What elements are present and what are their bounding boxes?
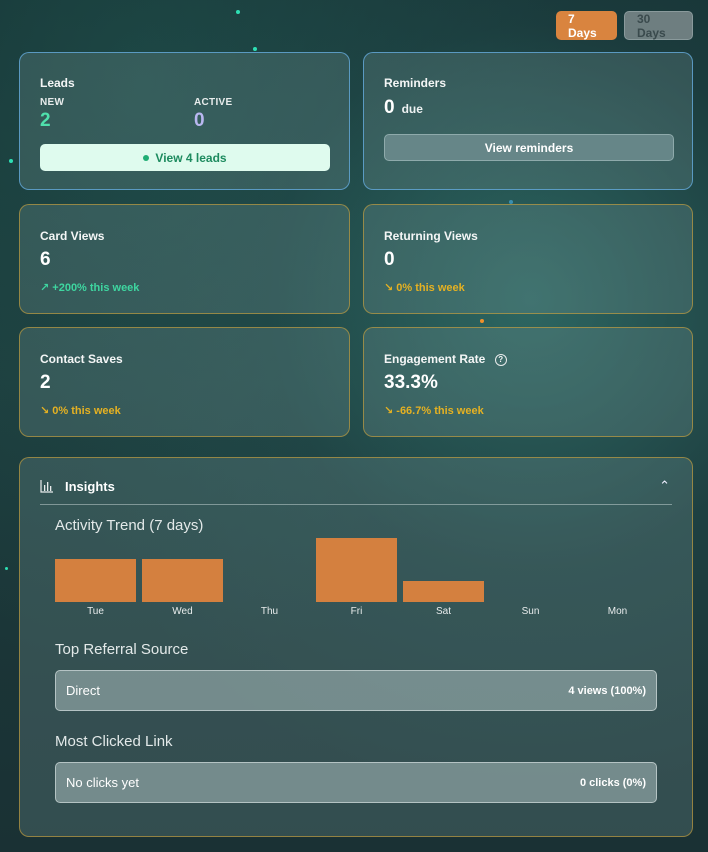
chart-bar-wed [142, 559, 223, 602]
contact-saves-card: Contact Saves 2 ↘ 0% this week [19, 327, 350, 437]
trend-down-icon: ↘ [384, 282, 394, 294]
card-views-trend: ↗ +200% this week [40, 281, 139, 294]
top-referral-row: Direct 4 views (100%) [55, 670, 657, 711]
trend-up-icon: ↗ [40, 282, 50, 294]
leads-new-label: NEW [40, 97, 65, 108]
clicked-link-name: No clicks yet [66, 775, 139, 790]
clicked-link-value: 0 clicks (0%) [579, 776, 646, 789]
insights-header[interactable]: Insights ⌃ [40, 478, 672, 505]
leads-new-value: 2 [40, 110, 51, 131]
card-views-title: Card Views [40, 229, 105, 243]
contact-saves-trend-text: 0% this week [52, 405, 121, 417]
card-views-trend-text: +200% this week [52, 282, 140, 294]
returning-views-title: Returning Views [384, 229, 478, 243]
chart-tick-label: Sat [435, 606, 451, 617]
activity-chart [55, 538, 665, 602]
chart-tick-label: Wed [172, 606, 193, 617]
decorative-dot [5, 567, 8, 570]
chart-tick-label: Thu [260, 606, 279, 617]
decorative-dot [236, 10, 240, 14]
insights-panel: Insights ⌃ Activity Trend (7 days) Tue We… [19, 457, 693, 837]
trend-down-icon: ↘ [384, 405, 394, 417]
engagement-rate-title-row: Engagement Rate ? [384, 352, 507, 366]
chart-tick-label: Fri [350, 606, 363, 617]
most-clicked-row: No clicks yet 0 clicks (0%) [55, 762, 657, 803]
returning-views-card: Returning Views 0 ↘ 0% this week [363, 204, 693, 314]
contact-saves-value: 2 [40, 372, 51, 393]
reminders-value: 0 [384, 97, 395, 118]
engagement-rate-title: Engagement Rate [384, 352, 486, 366]
top-referral-title: Top Referral Source [55, 641, 189, 658]
returning-views-trend: ↘ 0% this week [384, 281, 465, 294]
returning-views-value: 0 [384, 249, 395, 270]
returning-views-trend-text: 0% this week [396, 282, 465, 294]
help-icon[interactable]: ? [494, 353, 507, 366]
chart-bar-fri [316, 538, 397, 602]
reminders-title: Reminders [384, 76, 447, 90]
chart-tick-label: Sun [521, 606, 540, 617]
decorative-dot [9, 159, 13, 163]
reminders-count: 0 due [384, 97, 423, 119]
referral-source-value: 4 views (100%) [568, 684, 646, 697]
decorative-dot [253, 47, 257, 51]
engagement-rate-trend: ↘ -66.7% this week [384, 404, 484, 417]
activity-trend-title: Activity Trend (7 days) [55, 517, 204, 534]
view-reminders-button[interactable]: View reminders [384, 134, 674, 161]
reminders-card: Reminders 0 due View reminders [363, 52, 693, 190]
view-leads-button[interactable]: View 4 leads [40, 144, 330, 171]
leads-active-value: 0 [194, 110, 205, 131]
chart-tick-label: Mon [607, 606, 628, 617]
engagement-rate-trend-text: -66.7% this week [396, 405, 484, 417]
contact-saves-title: Contact Saves [40, 352, 123, 366]
leads-active-label: ACTIVE [194, 97, 233, 108]
engagement-rate-card: Engagement Rate ? 33.3% ↘ -66.7% this we… [363, 327, 693, 437]
engagement-rate-value: 33.3% [384, 372, 438, 393]
date-range-toggle: 7 Days 30 Days [556, 11, 693, 40]
decorative-dot [480, 319, 484, 323]
trend-down-icon: ↘ [40, 405, 50, 417]
decorative-dot [509, 200, 513, 204]
contact-saves-trend: ↘ 0% this week [40, 404, 121, 417]
chart-tick-label: Tue [87, 606, 104, 617]
range-7-days-button[interactable]: 7 Days [556, 11, 617, 40]
bar-chart-icon [40, 480, 54, 498]
status-dot-icon [143, 154, 150, 161]
chevron-up-icon[interactable]: ⌃ [659, 478, 670, 493]
insights-title: Insights [65, 479, 115, 494]
view-leads-label: View 4 leads [155, 150, 227, 165]
referral-source-name: Direct [66, 683, 100, 698]
chart-bar-tue [55, 559, 136, 602]
range-30-days-button[interactable]: 30 Days [624, 11, 693, 40]
chart-bar-sat [403, 581, 484, 602]
reminders-suffix: due [401, 102, 423, 116]
leads-title: Leads [40, 76, 75, 90]
card-views-value: 6 [40, 249, 51, 270]
leads-card: Leads NEW 2 ACTIVE 0 View 4 leads [19, 52, 350, 190]
most-clicked-title: Most Clicked Link [55, 733, 173, 750]
card-views-card: Card Views 6 ↗ +200% this week [19, 204, 350, 314]
